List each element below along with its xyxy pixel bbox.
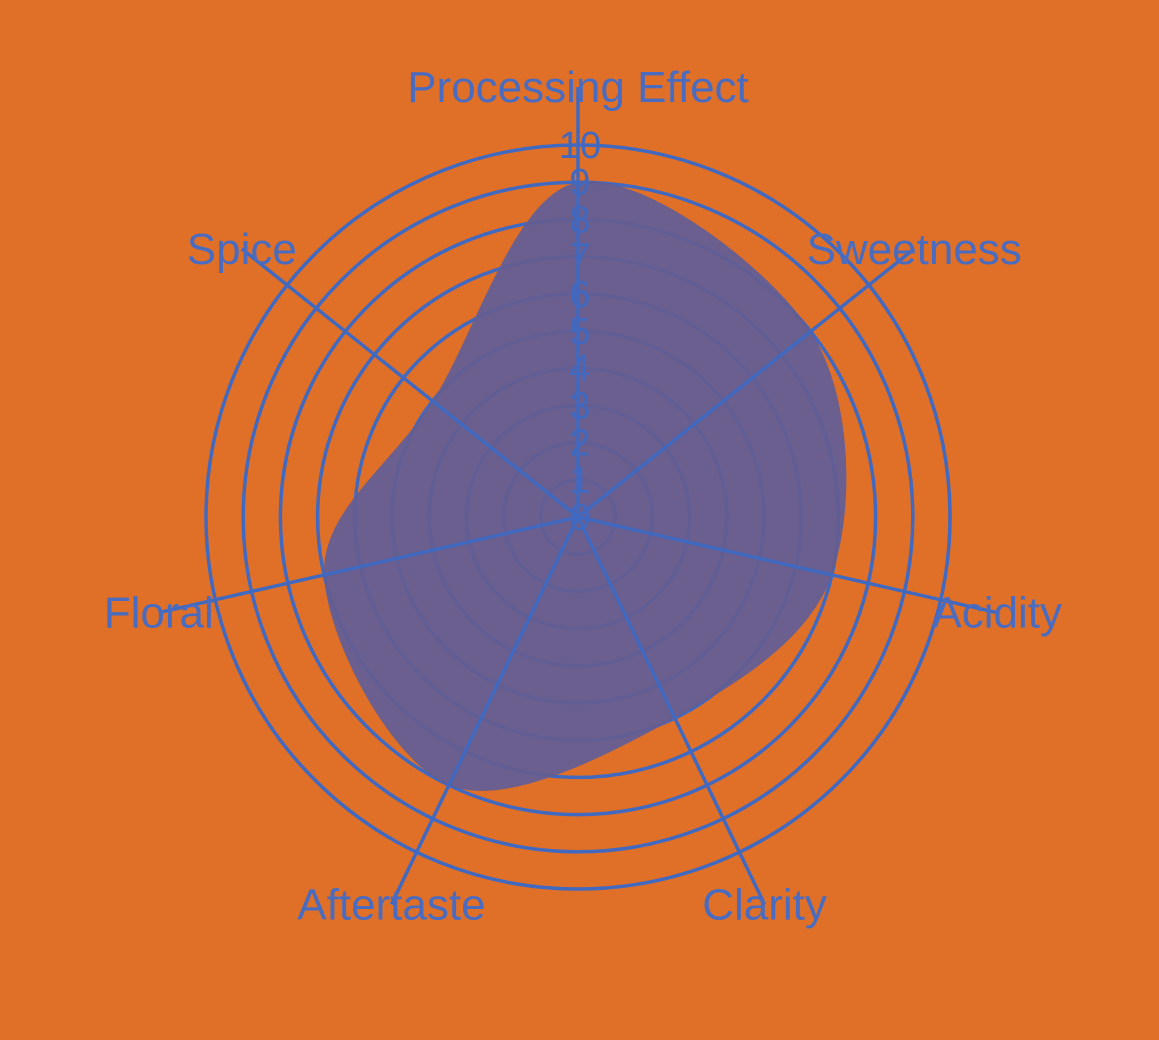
- axis-line: [240, 247, 580, 519]
- tick-label: 9: [569, 162, 590, 204]
- tick-label: 0: [569, 497, 590, 539]
- tick-label: 4: [569, 348, 590, 390]
- axis-line: [576, 516, 767, 906]
- category-label: Processing Effect: [407, 63, 749, 112]
- tick-label: 6: [569, 274, 590, 316]
- axis-line: [389, 516, 580, 906]
- category-label: Floral: [104, 589, 214, 638]
- series-area: [324, 181, 847, 791]
- category-label: Sweetness: [807, 225, 1022, 274]
- category-label: Spice: [187, 225, 297, 274]
- category-labels: Processing Effect Sweetness Acidity Clarity…: [104, 63, 1062, 929]
- tick-label: 2: [569, 423, 590, 465]
- category-label: Acidity: [932, 589, 1062, 638]
- tick-label: 10: [559, 125, 601, 167]
- axis-line: [158, 515, 579, 615]
- angular-axes: [158, 87, 998, 906]
- axis-line: [576, 247, 916, 519]
- axis-line: [577, 515, 998, 615]
- tick-label: 1: [569, 460, 590, 502]
- tick-label: 5: [569, 311, 590, 353]
- tick-label: 7: [569, 237, 590, 279]
- tick-label: 8: [569, 199, 590, 241]
- category-label: Aftertaste: [297, 880, 485, 929]
- tick-label: 3: [569, 385, 590, 427]
- category-label: Clarity: [702, 880, 827, 929]
